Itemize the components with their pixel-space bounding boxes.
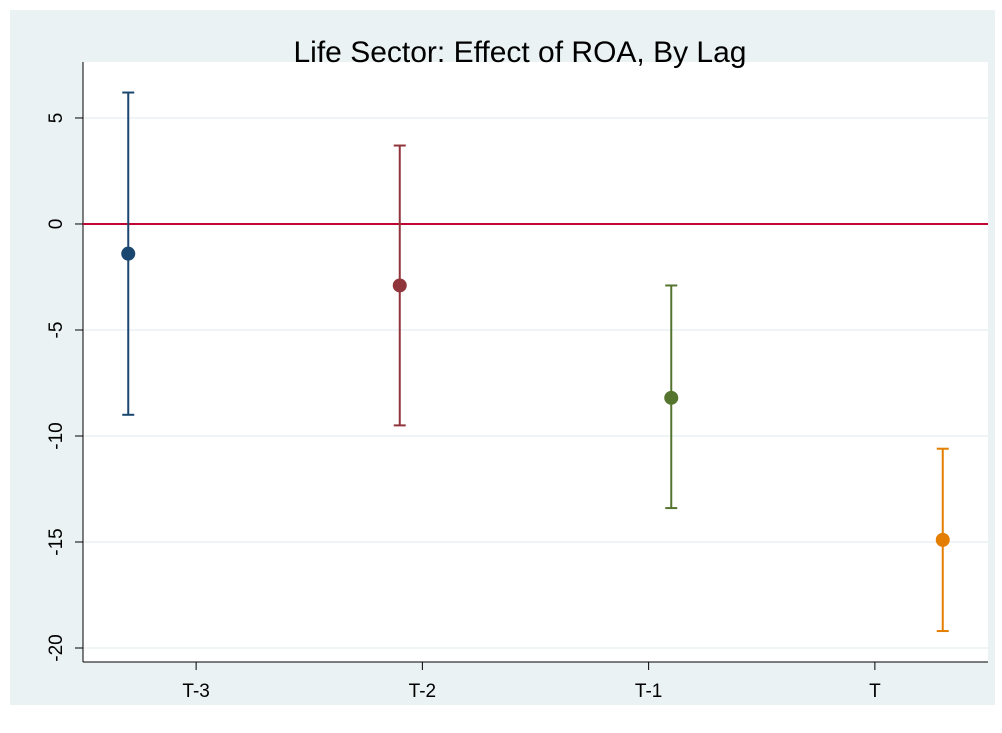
point (664, 390, 679, 405)
chart-title: Life Sector: Effect of ROA, By Lag (293, 36, 746, 69)
x-tick-label: T-3 (182, 681, 209, 702)
point (392, 278, 407, 293)
y-tick-label: -20 (46, 634, 67, 661)
y-tick-label: 0 (46, 219, 67, 230)
y-tick-label: -10 (46, 422, 67, 449)
y-tick-label: -5 (46, 322, 67, 339)
y-tick-label: 5 (46, 113, 67, 124)
point (121, 246, 136, 261)
x-tick-label: T (869, 681, 881, 702)
point (935, 532, 950, 547)
x-tick-label: T-2 (409, 681, 436, 702)
x-tick-label: T-1 (635, 681, 662, 702)
y-tick-label: -15 (46, 528, 67, 555)
plot-area (83, 62, 988, 662)
